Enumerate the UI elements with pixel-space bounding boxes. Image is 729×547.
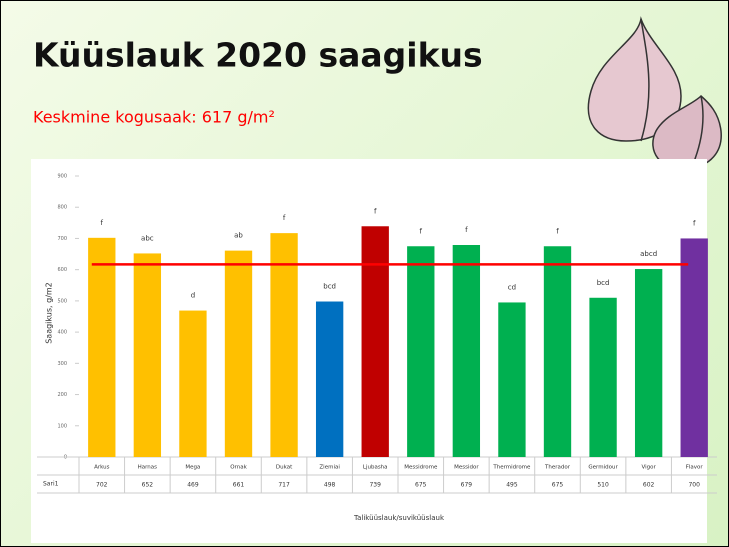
bar [179, 311, 206, 457]
x-tick-label: Germidour [588, 465, 618, 471]
significance-label: ab [234, 232, 243, 240]
x-tick-label: Vigor [641, 465, 656, 471]
y-tick-label: 900 [57, 174, 67, 180]
bar [316, 302, 343, 457]
value-label: 652 [142, 482, 154, 489]
bar [362, 226, 389, 457]
x-tick-label: Ljubasha [363, 465, 388, 471]
bar [270, 233, 297, 457]
slide: Küüslauk 2020 saagikus Keskmine kogusaak… [0, 0, 729, 547]
y-tick-label: 700 [57, 236, 67, 242]
value-label: 675 [552, 482, 564, 489]
significance-label: bcd [323, 283, 336, 291]
y-tick-label: 600 [57, 267, 67, 273]
x-tick-label: Ornak [230, 465, 247, 471]
value-label: 602 [643, 482, 655, 489]
value-label: 679 [461, 482, 473, 489]
x-tick-label: Arkus [94, 465, 110, 471]
value-label: 675 [415, 482, 427, 489]
bar [681, 238, 708, 457]
value-label: 702 [96, 482, 108, 489]
significance-label: abc [141, 234, 154, 242]
value-label: 495 [506, 482, 518, 489]
significance-label: abcd [640, 250, 657, 258]
value-label: 510 [597, 482, 609, 489]
chart: Küüslauk 2020 saagikus Keskmine kogusaak… [1, 1, 728, 546]
value-label: 739 [369, 482, 381, 489]
y-tick-label: 400 [57, 330, 67, 336]
x-axis-title: Taliküüslauk/suviküüslauk [353, 514, 445, 522]
value-label: 469 [187, 482, 199, 489]
x-tick-label: Ziemiai [319, 465, 340, 471]
value-label: 498 [324, 482, 336, 489]
x-tick-label: Messidor [454, 465, 479, 471]
bar [134, 253, 161, 457]
x-tick-label: Flavor [686, 465, 704, 471]
bar [635, 269, 662, 457]
x-tick-label: Dukat [276, 465, 293, 471]
y-tick-label: 800 [57, 205, 67, 211]
y-tick-label: 100 [57, 423, 67, 429]
subtitle: Keskmine kogusaak: 617 g/m² [33, 108, 275, 127]
bar [453, 245, 480, 457]
x-tick-label: Thermidrome [492, 465, 531, 471]
x-tick-label: Mega [185, 465, 200, 471]
y-tick-label: 500 [57, 298, 67, 304]
significance-label: d [191, 292, 195, 300]
y-axis-title: Saagikus, g/m2 [45, 282, 54, 344]
y-tick-label: 300 [57, 361, 67, 367]
significance-label: cd [508, 283, 516, 291]
bar [407, 246, 434, 457]
bar [225, 251, 252, 457]
value-label: 700 [688, 482, 700, 489]
slide-title: Küüslauk 2020 saagikus [33, 36, 483, 75]
bar [589, 298, 616, 457]
bar [88, 238, 115, 457]
x-tick-label: Therador [544, 465, 571, 471]
value-label: 717 [278, 482, 290, 489]
bar [544, 246, 571, 457]
bar [498, 302, 525, 457]
x-tick-label: Messidrome [404, 465, 438, 471]
significance-label: bcd [597, 279, 610, 287]
x-tick-label: Harnas [138, 465, 158, 471]
series-name: Sari1 [43, 481, 59, 488]
value-label: 661 [233, 482, 245, 489]
y-tick-label: 200 [57, 392, 67, 398]
